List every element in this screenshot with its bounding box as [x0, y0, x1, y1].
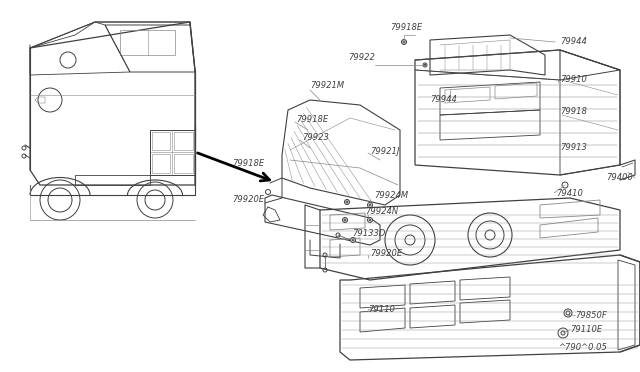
Text: 79910: 79910	[560, 76, 587, 84]
Circle shape	[423, 63, 427, 67]
Circle shape	[22, 146, 26, 150]
Text: 79110E: 79110E	[570, 326, 602, 334]
Circle shape	[367, 202, 372, 208]
Text: 79920E: 79920E	[370, 248, 402, 257]
Circle shape	[22, 154, 26, 158]
Circle shape	[562, 182, 568, 188]
Text: 79921J: 79921J	[370, 148, 399, 157]
Text: 79110: 79110	[368, 305, 395, 314]
Circle shape	[344, 199, 349, 205]
Circle shape	[564, 309, 572, 317]
Text: 79918E: 79918E	[232, 158, 264, 167]
Text: 79944: 79944	[560, 38, 587, 46]
Text: 79850F: 79850F	[575, 311, 607, 320]
Circle shape	[401, 39, 406, 45]
Text: 79924N: 79924N	[365, 208, 398, 217]
Text: 79923: 79923	[302, 134, 329, 142]
Circle shape	[342, 218, 348, 222]
Circle shape	[367, 218, 372, 222]
Circle shape	[351, 237, 355, 243]
Text: 79918E: 79918E	[296, 115, 328, 125]
Text: 79944: 79944	[430, 96, 457, 105]
Text: 79921M: 79921M	[310, 80, 344, 90]
Text: ^790^0.05: ^790^0.05	[558, 343, 607, 353]
Text: 79913: 79913	[560, 142, 587, 151]
Text: 79920E: 79920E	[232, 196, 264, 205]
Text: 79400: 79400	[606, 173, 633, 183]
Text: 79133D: 79133D	[352, 230, 385, 238]
Text: 79918: 79918	[560, 108, 587, 116]
Text: 79410: 79410	[556, 189, 583, 198]
Text: 79918E: 79918E	[390, 23, 422, 32]
Text: 79922: 79922	[348, 54, 375, 62]
Text: 79924M: 79924M	[374, 190, 408, 199]
